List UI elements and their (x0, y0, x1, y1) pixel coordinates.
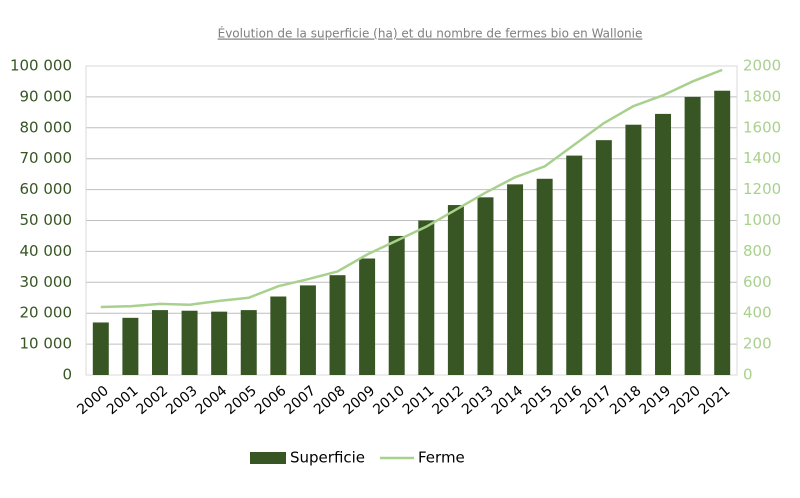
legend-label: Ferme (418, 449, 465, 467)
x-tick-label: 2005 (222, 383, 260, 418)
x-tick-label: 2004 (193, 383, 231, 418)
bar (595, 140, 612, 375)
y2-tick-label: 1200 (743, 180, 781, 198)
x-tick-label: 2007 (281, 383, 319, 418)
bar (566, 155, 583, 375)
x-tick-label: 2019 (637, 383, 675, 418)
y-tick-label: 0 (62, 366, 72, 384)
bar (240, 310, 257, 375)
bar (536, 178, 553, 375)
bar (92, 322, 109, 375)
y2-tick-label: 800 (743, 242, 772, 260)
bar (447, 205, 464, 375)
y-tick-label: 60 000 (20, 180, 73, 198)
y-tick-label: 10 000 (20, 335, 73, 353)
bar (122, 317, 139, 375)
bar (418, 220, 435, 375)
y-tick-label: 20 000 (20, 304, 73, 322)
y2-tick-label: 0 (743, 366, 753, 384)
bar (181, 310, 198, 375)
x-tick-label: 2014 (489, 383, 527, 418)
y2-tick-label: 400 (743, 304, 772, 322)
legend-label: Superficie (290, 449, 365, 467)
x-tick-label: 2002 (134, 383, 172, 418)
x-tick-label: 2001 (104, 383, 142, 418)
y2-tick-label: 2000 (743, 57, 781, 75)
x-tick-label: 2006 (252, 383, 290, 418)
plot-border (85, 65, 738, 376)
y-tick-label: 100 000 (10, 57, 72, 75)
y-tick-label: 50 000 (20, 211, 73, 229)
y-tick-label: 80 000 (20, 118, 73, 136)
y2-tick-label: 1800 (743, 87, 781, 105)
x-tick-label: 2021 (696, 383, 734, 418)
bar (151, 310, 168, 375)
bar (714, 90, 731, 375)
y-tick-label: 90 000 (20, 87, 73, 105)
bar (477, 197, 494, 375)
x-tick-label: 2003 (163, 383, 201, 418)
y2-tick-label: 200 (743, 335, 772, 353)
x-tick-label: 2012 (429, 383, 467, 418)
y-tick-label: 40 000 (20, 242, 73, 260)
x-tick-label: 2020 (666, 383, 704, 418)
y2-tick-label: 1000 (743, 211, 781, 229)
y-tick-label: 30 000 (20, 273, 73, 291)
y2-tick-label: 600 (743, 273, 772, 291)
bar (625, 124, 642, 376)
x-tick-label: 2009 (341, 383, 379, 418)
bar (329, 275, 346, 375)
bar (299, 285, 316, 375)
y-tick-label: 70 000 (20, 149, 73, 167)
x-tick-label: 2018 (607, 383, 645, 418)
x-tick-label: 2016 (548, 383, 586, 418)
y2-tick-label: 1600 (743, 118, 781, 136)
y2-tick-label: 1400 (743, 149, 781, 167)
x-tick-label: 2010 (370, 383, 408, 418)
bar (359, 258, 376, 375)
bar (211, 311, 228, 375)
x-tick-label: 2017 (577, 383, 615, 418)
bar (684, 96, 701, 376)
x-tick-label: 2015 (518, 383, 556, 418)
x-tick-label: 2008 (311, 383, 349, 418)
x-tick-label: 2013 (459, 383, 497, 418)
x-tick-label: 2000 (74, 383, 112, 418)
x-tick-label: 2011 (400, 383, 438, 418)
bar (388, 235, 405, 375)
chart-title: Évolution de la superficie (ha) et du no… (218, 26, 643, 41)
bar (507, 184, 524, 375)
line (100, 68, 723, 309)
legend-swatch (250, 452, 286, 464)
bar (655, 113, 672, 376)
bar (270, 296, 287, 375)
